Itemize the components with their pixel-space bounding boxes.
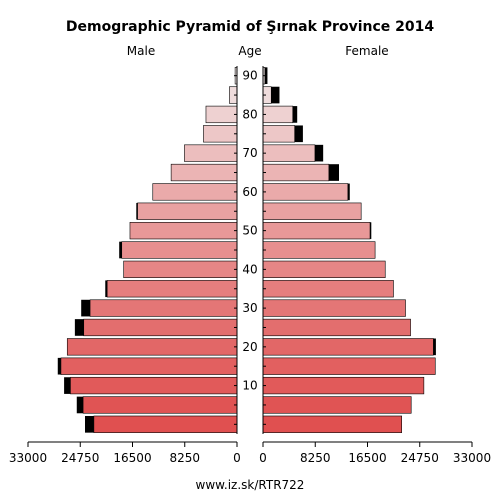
age-tick-label-60: 60: [242, 185, 257, 199]
female-bar-75-79: [262, 125, 295, 143]
female-bar-55-59: [262, 202, 362, 220]
female-bar-65-69: [262, 163, 330, 182]
male-excess-0-4: [85, 415, 94, 433]
female-bar-60-64: [262, 183, 349, 201]
age-tick-label-10: 10: [242, 379, 257, 393]
female-bar-50-54: [262, 222, 371, 240]
x-tick-label-female: 16500: [348, 451, 386, 465]
male-excess-30-34: [81, 299, 91, 317]
female-bar-40-44: [262, 260, 386, 278]
age-tick-label-40: 40: [242, 262, 257, 276]
female-excess-65-69: [328, 164, 339, 181]
age-tick-label-20: 20: [242, 340, 257, 354]
male-excess-5-9: [76, 396, 84, 414]
female-bar-0-4: [262, 415, 402, 433]
female-excess-90+: [264, 67, 268, 85]
x-tick-label-female: 33000: [453, 451, 491, 465]
male-bar-15-19: [60, 357, 238, 375]
male-excess-15-19: [57, 357, 61, 375]
female-excess-20-24: [433, 338, 436, 356]
male-bars: [57, 67, 238, 433]
male-bar-35-39: [106, 280, 238, 298]
x-tick-label-male: 8250: [169, 451, 200, 465]
x-tick-label-female: 8250: [300, 451, 331, 465]
female-bar-45-49: [262, 241, 376, 259]
female-excess-60-64: [347, 183, 350, 201]
female-bar-20-24: [262, 338, 434, 356]
female-excess-80-84: [292, 106, 298, 123]
female-excess-70-74: [314, 144, 324, 162]
male-bar-70-74: [184, 144, 238, 162]
female-bar-25-29: [262, 318, 411, 337]
male-bar-0-4: [93, 415, 238, 433]
male-bar-80-84: [205, 105, 238, 124]
male-bar-10-14: [70, 376, 238, 395]
x-axis-male: 33000 24750 16500 8250 0: [9, 441, 241, 465]
male-bar-5-9: [82, 396, 238, 414]
x-tick-label-male: 0: [233, 451, 241, 465]
x-tick-label-female: 24750: [401, 451, 439, 465]
age-tick-label-30: 30: [242, 301, 257, 315]
female-bar-35-39: [262, 280, 394, 298]
female-bars: [262, 67, 436, 433]
x-tick-label-male: 33000: [9, 451, 47, 465]
footer-source: www.iz.sk/RTR722: [196, 478, 305, 492]
female-bar-80-84: [262, 105, 294, 124]
male-excess-25-29: [74, 319, 84, 336]
age-tick-label-90: 90: [242, 69, 257, 83]
male-bar-50-54: [129, 222, 238, 240]
male-excess-35-39: [105, 280, 108, 298]
male-bar-55-59: [137, 202, 238, 220]
female-label: Female: [345, 44, 388, 58]
female-excess-50-54: [370, 222, 372, 239]
female-bar-70-74: [262, 144, 316, 162]
age-label: Age: [238, 44, 261, 58]
male-bar-20-24: [66, 338, 238, 356]
x-tick-label-male: 24750: [61, 451, 99, 465]
chart-title: Demographic Pyramid of Şırnak Province 2…: [66, 19, 434, 35]
female-bar-15-19: [262, 357, 436, 375]
x-tick-label-male: 16500: [113, 451, 151, 465]
age-axis: 10 20 30 40 50 60 70 80 90: [234, 66, 266, 434]
male-bar-75-79: [203, 125, 238, 143]
age-tick-label-50: 50: [242, 224, 257, 238]
male-excess-10-14: [64, 377, 71, 394]
female-bar-10-14: [262, 376, 425, 395]
male-excess-45-49: [119, 241, 122, 259]
male-excess-55-59: [136, 202, 138, 220]
x-tick-label-female: 0: [259, 451, 267, 465]
male-bar-25-29: [83, 318, 238, 337]
female-excess-85-89: [271, 86, 280, 104]
x-axis-female: 33000 24750 16500 8250 0: [259, 441, 491, 465]
male-bar-65-69: [170, 163, 238, 182]
age-tick-label-70: 70: [242, 146, 257, 160]
male-bar-45-49: [121, 241, 238, 259]
age-tick-label-80: 80: [242, 107, 257, 121]
male-bar-60-64: [152, 183, 238, 201]
female-bar-5-9: [262, 396, 412, 414]
male-label: Male: [127, 44, 155, 58]
male-bar-30-34: [89, 299, 238, 317]
female-bar-30-34: [262, 299, 406, 317]
female-excess-75-79: [294, 125, 303, 143]
male-bar-40-44: [123, 260, 238, 278]
